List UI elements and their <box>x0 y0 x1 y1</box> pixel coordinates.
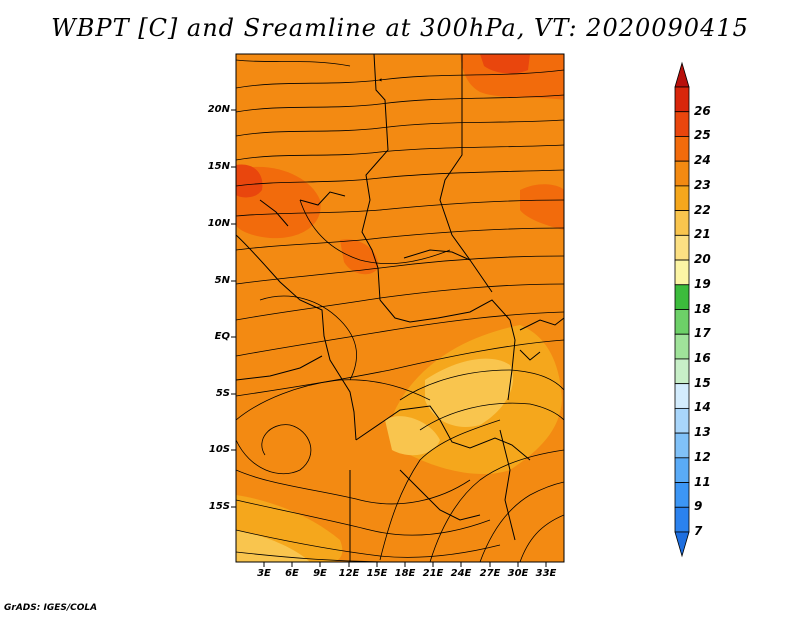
map-frame <box>235 53 565 563</box>
colorbar-level-label: 18 <box>694 301 711 316</box>
colorbar-bin <box>674 259 690 286</box>
colorbar-level-label: 22 <box>694 202 711 217</box>
colorbar-level-label: 26 <box>694 103 711 118</box>
lat-label-20n: 20N <box>207 104 230 115</box>
colorbar-bin <box>674 160 690 187</box>
colorbar-level-label: 13 <box>694 425 711 440</box>
colorbar-level-label: 11 <box>694 474 711 489</box>
colorbar-level-label: 21 <box>694 227 711 242</box>
colorbar-level-label: 17 <box>694 326 711 341</box>
colorbar-level-label: 24 <box>694 153 711 168</box>
colorbar-bin <box>674 482 690 508</box>
colorbar-level-label: 25 <box>694 128 711 143</box>
colorbar-bin <box>674 234 690 261</box>
wbpt-shading <box>236 54 564 562</box>
lon-label-27e: 27E <box>479 568 501 579</box>
colorbar-bin <box>674 86 690 113</box>
lon-label-18e: 18E <box>394 568 416 579</box>
colorbar-bin <box>674 383 690 409</box>
colorbar-bin <box>674 432 690 459</box>
colorbar-level-label: 15 <box>694 375 711 390</box>
colorbar <box>674 61 690 558</box>
colorbar-bin <box>674 284 690 310</box>
colorbar-max-triangle <box>674 61 690 88</box>
colorbar-min-triangle <box>674 531 690 558</box>
map-title: WBPT [C] and Sreamline at 300hPa, VT: 20… <box>51 14 749 42</box>
lon-label-15e: 15E <box>366 568 388 579</box>
lat-label-5n: 5N <box>214 275 230 286</box>
colorbar-bin <box>674 136 690 162</box>
lat-label-15n: 15N <box>207 161 230 172</box>
colorbar-level-label: 7 <box>694 524 703 538</box>
lat-label-10n: 10N <box>207 218 230 229</box>
lat-label-10s: 10S <box>208 444 230 455</box>
lat-label-5s: 5S <box>215 388 230 399</box>
lon-label-21e: 21E <box>422 568 444 579</box>
lon-label-6e: 6E <box>285 568 299 579</box>
colorbar-bin <box>674 333 690 360</box>
lon-label-3e: 3E <box>257 568 271 579</box>
colorbar-level-label: 19 <box>694 276 711 291</box>
colorbar-bin <box>674 457 690 483</box>
country-borders <box>236 54 564 562</box>
lat-label-15s: 15S <box>208 501 230 512</box>
colorbar-level-label: 12 <box>694 449 711 464</box>
colorbar-bin <box>674 185 690 212</box>
streamlines <box>236 59 564 562</box>
colorbar-level-label: 14 <box>694 400 711 415</box>
colorbar-level-label: 23 <box>694 177 711 192</box>
colorbar-bin <box>674 358 690 385</box>
lon-label-33e: 33E <box>535 568 557 579</box>
colorbar-bin <box>674 506 690 533</box>
lon-label-24e: 24E <box>450 568 472 579</box>
colorbar-level-label: 9 <box>694 499 703 514</box>
lat-label-eq: EQ <box>214 331 230 342</box>
colorbar-bin <box>674 210 690 236</box>
lon-label-9e: 9E <box>313 568 327 579</box>
colorbar-level-label: 16 <box>694 350 711 365</box>
lon-label-12e: 12E <box>338 568 360 579</box>
colorbar-bin <box>674 309 690 335</box>
colorbar-level-label: 20 <box>694 252 711 267</box>
grads-credit: GrADS: IGES/COLA <box>4 603 98 613</box>
lon-label-30e: 30E <box>507 568 529 579</box>
colorbar-bin <box>674 111 690 137</box>
axis-ticks <box>231 109 547 567</box>
colorbar-bin <box>674 407 690 434</box>
